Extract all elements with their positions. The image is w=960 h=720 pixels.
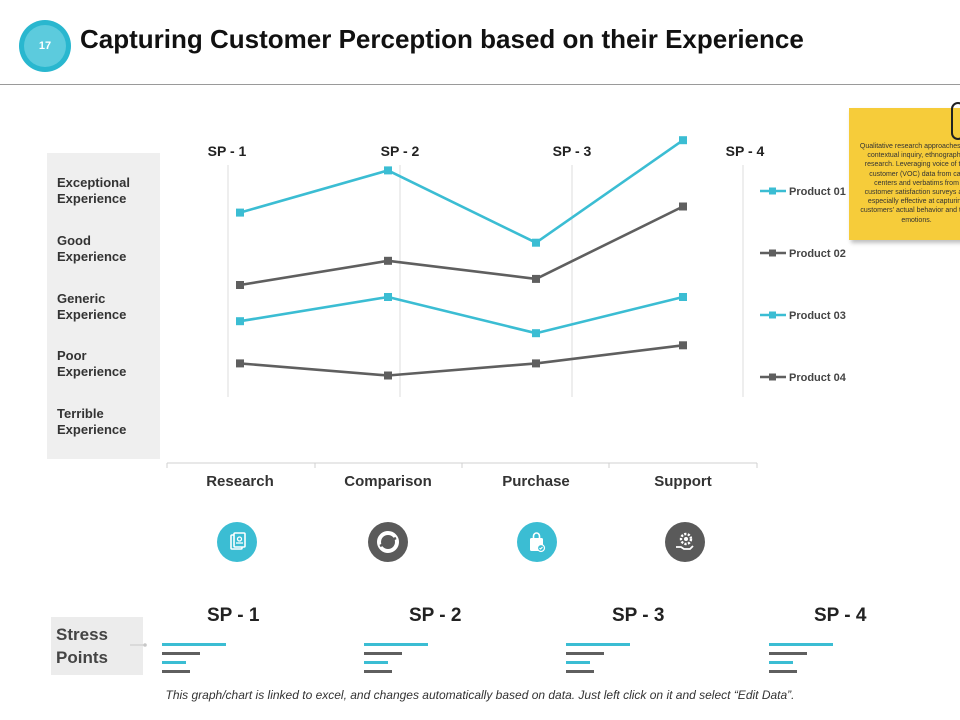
scale-label-poor: Poor Experience <box>57 348 127 379</box>
stress-bar-4-3 <box>769 661 793 664</box>
scale-label-generic: Generic Experience <box>57 291 127 322</box>
shopping-bag-icon <box>517 522 557 562</box>
data-point-1-1 <box>236 208 244 217</box>
stress-bar-1-2 <box>162 652 200 655</box>
stress-bar-4-2 <box>769 652 807 655</box>
stress-points-label: Stress Points <box>56 625 108 667</box>
stress-bar-1-1 <box>162 643 226 646</box>
series-line-1 <box>239 139 684 244</box>
donut-icon <box>368 522 408 562</box>
document-icon <box>217 522 257 562</box>
stage-header-3: SP - 3 <box>553 143 592 159</box>
legend-label-1: Product 01 <box>789 186 846 198</box>
data-point-3-4 <box>679 293 687 301</box>
data-point-4-2 <box>384 371 392 380</box>
data-point-3-3 <box>532 329 540 338</box>
footer-note: This graph/chart is linked to excel, and… <box>165 688 795 702</box>
scale-label-good: Good Experience <box>57 233 127 264</box>
data-point-3-1 <box>236 317 244 326</box>
data-point-3-2 <box>384 293 392 301</box>
series-line-4 <box>239 344 684 377</box>
gear-hand-icon <box>665 522 705 562</box>
arrow-connector-icon <box>130 643 147 647</box>
experience-line-chart[interactable]: SP - 1 SP - 2 SP - 3 SP - 4 Research Comparis… <box>0 0 960 500</box>
page-title: Capturing Customer Perception based on t… <box>80 24 804 54</box>
data-point-4-3 <box>532 359 540 368</box>
stress-bar-2-4 <box>364 670 392 673</box>
category-label-purchase: Purchase <box>502 473 570 490</box>
legend-marker-1 <box>769 187 776 195</box>
stress-point-label-4: SP - 4 <box>814 605 867 626</box>
stress-point-label-2: SP - 2 <box>409 605 462 626</box>
legend-label-3: Product 03 <box>789 310 846 322</box>
series-line-2 <box>239 205 684 287</box>
data-point-4-1 <box>236 359 244 368</box>
slide-number: 17 <box>24 25 66 67</box>
stress-bar-1-3 <box>162 661 186 664</box>
category-label-support: Support <box>654 473 712 490</box>
series-line-3 <box>239 295 684 335</box>
sticky-note: Qualitative research approaches like con… <box>849 108 960 240</box>
scale-label-exceptional: Exceptional Experience <box>57 175 130 206</box>
stress-bar-2-2 <box>364 652 402 655</box>
stress-bar-3-4 <box>566 670 594 673</box>
data-point-2-3 <box>532 274 540 283</box>
stress-bar-3-2 <box>566 652 604 655</box>
slide-number-badge: 17 <box>19 20 71 72</box>
stress-point-label-3: SP - 3 <box>612 605 665 626</box>
sticky-note-text: Qualitative research approaches like con… <box>859 143 960 224</box>
data-point-4-4 <box>679 341 687 350</box>
data-point-1-2 <box>384 166 392 175</box>
legend-label-2: Product 02 <box>789 248 846 260</box>
data-point-2-1 <box>236 281 244 289</box>
category-label-research: Research <box>206 473 274 490</box>
legend-marker-4 <box>769 373 776 381</box>
experience-scale-panel: Exceptional Experience Good Experience Gen… <box>47 153 160 459</box>
stress-bar-3-1 <box>566 643 630 646</box>
stress-bar-1-4 <box>162 670 190 673</box>
category-label-comparison: Comparison <box>344 473 432 490</box>
legend-marker-2 <box>769 249 776 257</box>
title-divider <box>0 84 960 85</box>
data-point-2-2 <box>384 256 392 265</box>
stage-header-2: SP - 2 <box>381 143 420 159</box>
legend-label-4: Product 04 <box>789 372 847 384</box>
stress-bar-4-1 <box>769 643 833 646</box>
scale-label-terrible: Terrible Experience <box>57 406 127 437</box>
stress-point-label-1: SP - 1 <box>207 605 260 626</box>
stage-header-1: SP - 1 <box>208 143 247 159</box>
stage-header-4: SP - 4 <box>726 143 765 159</box>
data-point-1-3 <box>532 238 540 247</box>
data-point-1-4 <box>679 136 687 145</box>
stress-points-box: Stress Points <box>51 617 143 675</box>
stress-bar-3-3 <box>566 661 590 664</box>
stress-bar-2-3 <box>364 661 388 664</box>
legend-marker-3 <box>769 311 776 319</box>
stress-bar-2-1 <box>364 643 428 646</box>
stress-bar-4-4 <box>769 670 797 673</box>
data-point-2-4 <box>679 202 687 211</box>
paper-clip-icon <box>951 102 960 140</box>
